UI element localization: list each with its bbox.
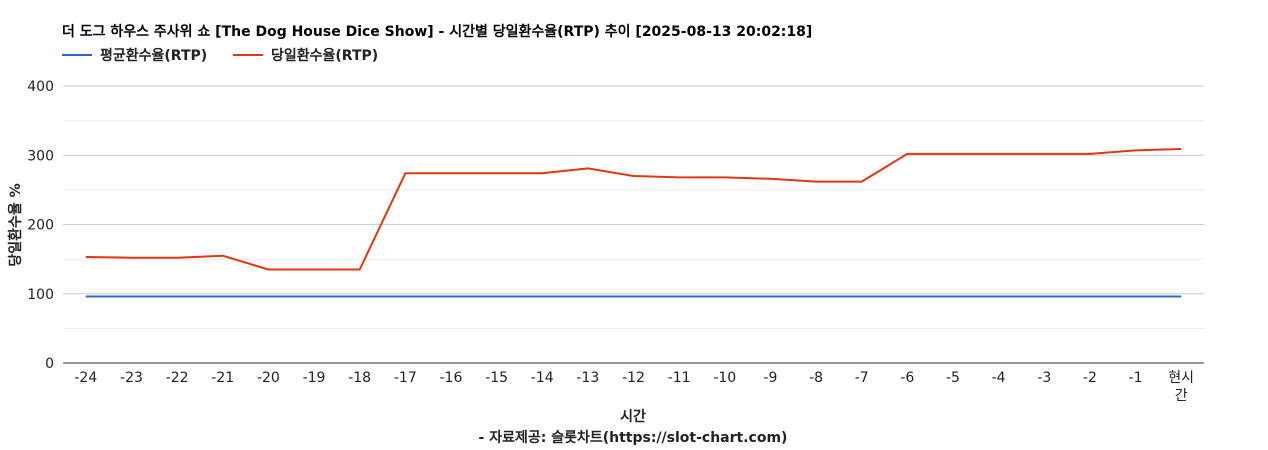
x-tick-label: -11 [668,370,691,386]
x-tick-label: -24 [74,370,97,386]
legend: 평균환수율(RTP) 당일환수율(RTP) [62,47,378,64]
x-tick-label: -7 [855,370,869,386]
x-tick-label: -10 [713,370,736,386]
data-source-credit: - 자료제공: 슬롯차트(https://slot-chart.com) [479,430,788,446]
x-tick-label: -4 [992,370,1006,386]
y-tick-label: 300 [27,148,54,164]
y-axis-title: 당일환수율 % [7,183,24,266]
x-tick-label: -14 [531,370,554,386]
x-tick-label: -1 [1129,370,1143,386]
x-tick-label: -8 [809,370,823,386]
legend-label-daily: 당일환수율(RTP) [271,47,378,64]
y-axis-ticks: 0 100 200 300 400 [27,79,54,372]
x-axis-title: 시간 [620,408,646,425]
y-tick-label: 200 [27,218,54,234]
x-tick-label: -6 [900,370,914,386]
x-tick-label: -21 [211,370,234,386]
x-axis-ticks: -24 -23 -22 -21 -20 -19 -18 -17 -16 -15 -14 -13 -12 -… [74,370,1194,404]
series-layer [85,148,1182,298]
x-tick-label: -23 [120,370,143,386]
x-tick-label: -22 [166,370,189,386]
x-tick-label: -9 [763,370,777,386]
y-tick-label: 100 [27,287,54,303]
x-tick-label: -20 [257,370,280,386]
x-tick-label: -16 [440,370,463,386]
x-tick-label: -5 [946,370,960,386]
chart-title: 더 도그 하우스 주사위 쇼 [The Dog House Dice Show]… [62,23,812,40]
y-tick-label: 0 [45,356,54,372]
x-tick-label: 현시 간 [1168,370,1194,404]
legend-label-average: 평균환수율(RTP) [100,47,207,64]
x-tick-label: -15 [485,370,508,386]
gridlines [63,85,1204,329]
x-tick-label: -3 [1037,370,1051,386]
x-tick-label: -2 [1083,370,1097,386]
x-tick-label: -17 [394,370,417,386]
x-tick-label: -19 [303,370,326,386]
x-tick-label: -18 [348,370,371,386]
x-tick-label: -12 [622,370,645,386]
series-line-daily [85,148,1182,271]
y-tick-label: 400 [27,79,54,95]
x-tick-label: -13 [576,370,599,386]
